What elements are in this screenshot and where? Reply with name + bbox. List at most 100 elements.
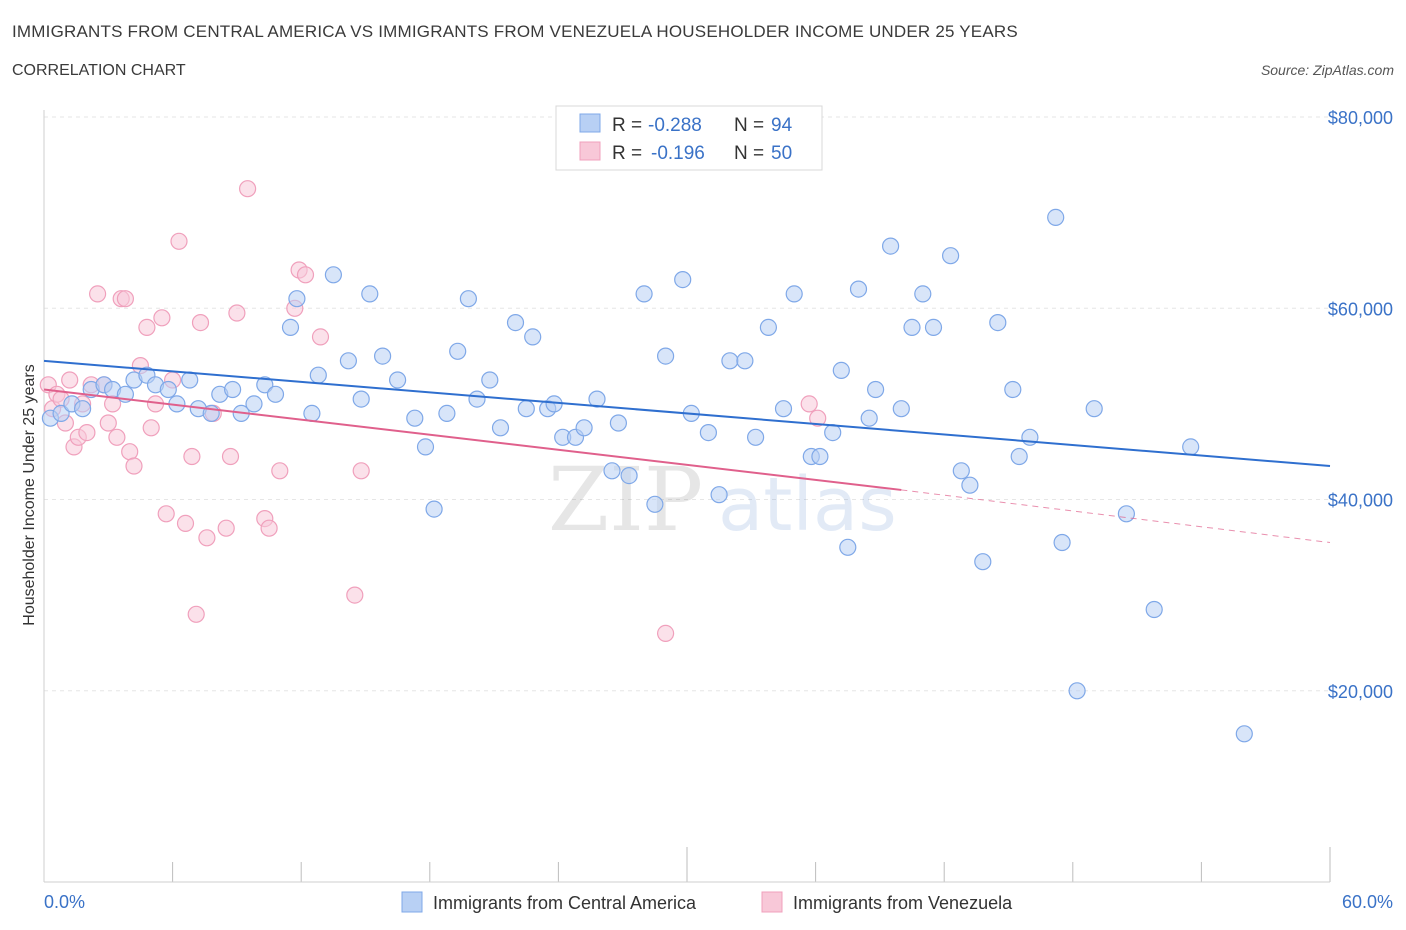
point-central-america-34 (425, 500, 443, 518)
stats-swatch-central-america (579, 113, 601, 133)
stats-n-label-2: N = (734, 143, 764, 164)
point-central-america-70 (839, 538, 857, 556)
stats-swatch-venezuela (579, 141, 601, 161)
point-central-america-37 (459, 290, 477, 308)
point-central-america-84 (1004, 380, 1022, 399)
point-venezuela-22 (142, 419, 160, 437)
point-central-america-56 (674, 271, 692, 289)
y-tick-label-3: $80,000 (1328, 108, 1393, 128)
legend-label-venezuela: Immigrants from Venezuela (793, 893, 1013, 913)
x-tick-label-1: 60.0% (1342, 892, 1393, 912)
point-central-america-83 (989, 314, 1007, 332)
point-venezuela-11 (88, 285, 107, 303)
stats-box: R = -0.288 N = 94 R = -0.196 N = 50 (555, 105, 823, 171)
point-central-america-59 (710, 486, 728, 504)
point-central-america-77 (914, 285, 932, 303)
point-central-america-54 (646, 495, 664, 513)
point-central-america-31 (389, 371, 407, 389)
axes (43, 110, 1330, 883)
point-central-america-85 (1010, 447, 1028, 466)
point-central-america-93 (1182, 438, 1200, 456)
point-central-america-58 (699, 424, 718, 442)
y-tick-label-2: $60,000 (1328, 299, 1393, 319)
point-central-america-82 (974, 553, 992, 571)
point-central-america-80 (952, 462, 970, 480)
point-central-america-13 (181, 371, 199, 389)
point-venezuela-13 (99, 414, 117, 432)
legend-item-venezuela[interactable]: Immigrants from Venezuela (761, 891, 1013, 913)
point-central-america-42 (517, 400, 535, 418)
stats-n-value-1: 94 (771, 115, 793, 136)
point-venezuela-47 (656, 624, 675, 643)
legend-item-central-america[interactable]: Immigrants from Central America (401, 891, 697, 913)
stats-r-label-1: R = (612, 115, 642, 136)
trend-line-central-america (43, 359, 1331, 468)
point-central-america-39 (481, 371, 499, 389)
chart-subtitle: CORRELATION CHART (12, 62, 186, 79)
point-venezuela-40 (271, 462, 289, 480)
point-venezuela-34 (217, 519, 235, 537)
point-central-america-69 (832, 361, 850, 379)
point-venezuela-48 (800, 395, 818, 413)
point-central-america-22 (281, 318, 300, 336)
watermark: ZIP atlas (548, 448, 897, 551)
point-central-america-64 (774, 400, 793, 418)
point-central-america-40 (491, 419, 510, 437)
point-venezuela-43 (296, 266, 315, 284)
point-central-america-35 (438, 404, 456, 422)
point-central-america-3 (73, 400, 92, 418)
point-central-america-73 (866, 380, 885, 399)
point-central-america-55 (656, 347, 675, 365)
point-venezuela-35 (221, 447, 240, 466)
point-central-america-33 (416, 438, 435, 456)
point-central-america-88 (1053, 533, 1071, 552)
point-central-america-24 (303, 404, 321, 422)
point-central-america-49 (588, 390, 606, 408)
point-venezuela-32 (198, 529, 216, 547)
point-venezuela-27 (170, 232, 188, 250)
point-venezuela-37 (239, 180, 257, 198)
point-central-america-32 (406, 409, 424, 427)
point-venezuela-36 (228, 304, 246, 322)
legend-swatch-central-america (401, 891, 423, 913)
legend: Immigrants from Central America Immigran… (401, 891, 1013, 913)
x-tick-label-0: 0.0% (44, 892, 85, 912)
legend-label-central-america: Immigrants from Central America (433, 893, 697, 913)
point-central-america-92 (1145, 600, 1163, 619)
point-central-america-90 (1085, 400, 1103, 418)
stats-n-label-1: N = (734, 115, 764, 136)
point-venezuela-15 (108, 428, 126, 446)
point-central-america-1 (52, 404, 70, 422)
point-central-america-29 (361, 285, 379, 303)
point-central-america-65 (785, 285, 803, 303)
point-central-america-78 (924, 318, 943, 336)
point-central-america-20 (256, 376, 274, 394)
point-central-america-53 (635, 285, 653, 303)
point-venezuela-49 (809, 409, 827, 427)
point-central-america-36 (449, 342, 467, 360)
point-central-america-52 (620, 467, 638, 485)
point-central-america-60 (721, 352, 739, 370)
point-venezuela-46 (352, 462, 370, 480)
data-points (39, 180, 1253, 743)
point-central-america-50 (603, 462, 621, 480)
point-central-america-28 (352, 390, 370, 408)
chart-title: IMMIGRANTS FROM CENTRAL AMERICA VS IMMIG… (12, 22, 1018, 41)
point-venezuela-39 (260, 519, 278, 537)
stats-r-label-2: R = (612, 143, 642, 164)
point-venezuela-17 (116, 290, 135, 308)
tick-labels: $20,000 $40,000 $60,000 $80,000 0.0% 60.0% (44, 108, 1393, 912)
point-central-america-21 (266, 385, 285, 403)
point-venezuela-28 (176, 514, 195, 533)
point-venezuela-18 (121, 443, 139, 461)
point-venezuela-19 (125, 457, 143, 475)
point-venezuela-30 (187, 605, 205, 623)
trend-lines (43, 359, 1331, 544)
watermark-zip: ZIP (548, 448, 703, 551)
point-venezuela-24 (153, 309, 171, 327)
point-central-america-91 (1117, 505, 1136, 523)
y-axis-title: Householder Income Under 25 years (21, 364, 38, 625)
stats-n-value-2: 50 (771, 143, 792, 164)
point-venezuela-29 (183, 447, 201, 466)
